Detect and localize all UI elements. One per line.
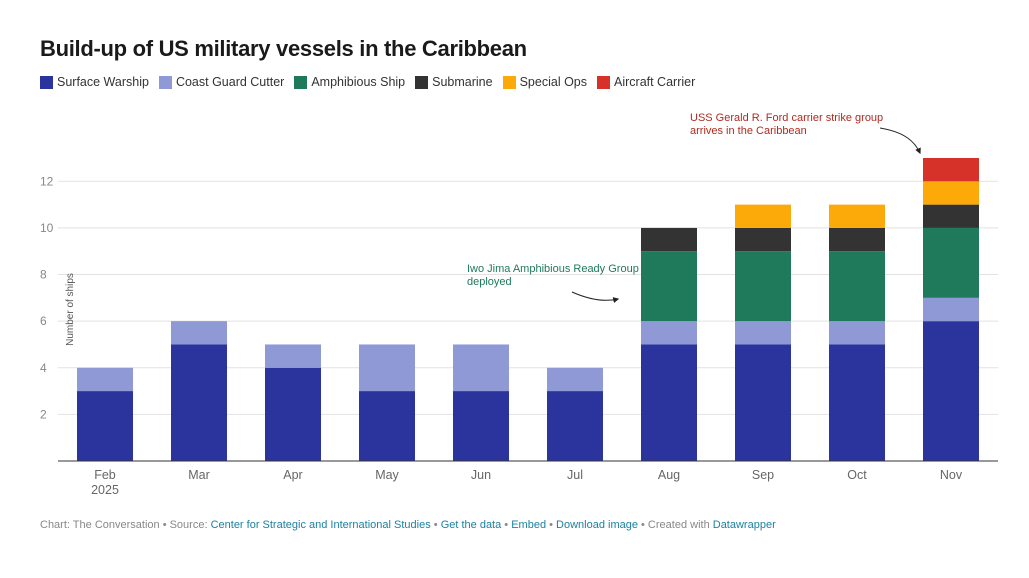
- x-tick-label: Nov: [940, 468, 963, 482]
- annotation-line: arrives in the Caribbean: [690, 125, 807, 137]
- bar-segment-coast-guard-cutter: [547, 367, 603, 392]
- bar-segment-surface-warship: [641, 344, 697, 461]
- footer-separator: •: [430, 519, 441, 531]
- bar-segment-surface-warship: [359, 391, 415, 461]
- embed-link[interactable]: Embed: [511, 519, 547, 531]
- bar-segment-coast-guard-cutter: [829, 321, 885, 345]
- bar-segment-surface-warship: [547, 391, 603, 461]
- bar-segment-submarine: [829, 227, 885, 252]
- bar-segment-surface-warship: [829, 344, 885, 461]
- bar-segment-submarine: [735, 227, 791, 252]
- legend-item-surface-warship: Surface Warship: [40, 75, 149, 89]
- chart-footer: Chart: The Conversation • Source: Center…: [40, 519, 776, 531]
- legend-swatch: [502, 75, 516, 89]
- legend-item-submarine: Submarine: [415, 75, 493, 89]
- chart-title: Build-up of US military vessels in the C…: [40, 36, 527, 61]
- footer-created-with: • Created with: [637, 519, 713, 531]
- bar-segment-coast-guard-cutter: [923, 297, 979, 322]
- datawrapper-link[interactable]: Datawrapper: [712, 519, 776, 531]
- bar-segment-coast-guard-cutter: [641, 321, 697, 345]
- legend-label: Aircraft Carrier: [614, 75, 696, 89]
- annotation-arrow: [571, 291, 620, 304]
- annotation-line: deployed: [467, 276, 512, 288]
- bar-segment-amphibious-ship: [923, 227, 979, 298]
- footer-separator: •: [546, 519, 557, 531]
- y-tick-label: 2: [40, 407, 47, 421]
- bar-segment-amphibious-ship: [829, 251, 885, 322]
- annotation-aug: Iwo Jima Amphibious Ready Group deployed: [467, 263, 639, 288]
- legend-item-aircraft-carrier: Aircraft Carrier: [597, 75, 695, 89]
- bar-segment-coast-guard-cutter: [359, 344, 415, 392]
- x-tick-label: Feb: [94, 468, 116, 482]
- bar-segment-special-ops: [923, 181, 979, 205]
- x-tick-label: Sep: [752, 468, 774, 482]
- bar-segment-special-ops: [829, 204, 885, 228]
- x-tick-label: Mar: [188, 468, 210, 482]
- bar-segment-submarine: [923, 204, 979, 228]
- y-tick-label: 6: [40, 314, 47, 328]
- y-tick-label: 10: [40, 221, 54, 235]
- y-tick-label: 8: [40, 268, 47, 282]
- x-tick-label: Oct: [847, 468, 867, 482]
- legend-swatch: [415, 75, 429, 89]
- legend-item-special-ops: Special Ops: [502, 75, 587, 89]
- annotation-line: Iwo Jima Amphibious Ready Group: [467, 263, 639, 275]
- chart-legend: Surface Warship Coast Guard Cutter Amphibi…: [40, 75, 705, 89]
- bar-segment-aircraft-carrier: [923, 158, 979, 182]
- bar-segment-surface-warship: [923, 321, 979, 461]
- bar-segment-surface-warship: [735, 344, 791, 461]
- legend-label: Submarine: [432, 75, 493, 89]
- bar-segment-coast-guard-cutter: [171, 321, 227, 345]
- x-tick-sublabel: 2025: [91, 483, 119, 497]
- legend-item-coast-guard-cutter: Coast Guard Cutter: [158, 75, 285, 89]
- x-tick-label: May: [375, 468, 399, 482]
- bar-segment-coast-guard-cutter: [77, 367, 133, 392]
- y-tick-label: 12: [40, 174, 54, 188]
- get-data-link[interactable]: Get the data: [440, 519, 502, 531]
- bar-segment-special-ops: [735, 204, 791, 228]
- legend-swatch: [158, 75, 172, 89]
- bar-segment-amphibious-ship: [735, 251, 791, 322]
- legend-label: Amphibious Ship: [311, 75, 406, 89]
- x-tick-label: Jun: [471, 468, 491, 482]
- bar-segment-submarine: [641, 227, 697, 252]
- annotation-nov: USS Gerald R. Ford carrier strike group a…: [690, 112, 883, 137]
- x-tick-label: Apr: [283, 468, 302, 482]
- download-image-link[interactable]: Download image: [556, 519, 638, 531]
- source-link[interactable]: Center for Strategic and International S…: [210, 519, 431, 531]
- footer-separator: •: [501, 519, 512, 531]
- bar-segment-surface-warship: [453, 391, 509, 461]
- bar-segment-surface-warship: [265, 367, 321, 461]
- legend-label: Coast Guard Cutter: [175, 75, 285, 89]
- bar-segment-coast-guard-cutter: [735, 321, 791, 345]
- annotation-line: USS Gerald R. Ford carrier strike group: [690, 112, 883, 124]
- bar-segment-coast-guard-cutter: [265, 344, 321, 368]
- x-tick-label: Jul: [567, 468, 583, 482]
- y-tick-label: 4: [40, 361, 47, 375]
- legend-item-amphibious-ship: Amphibious Ship: [294, 75, 405, 89]
- bar-segment-amphibious-ship: [641, 251, 697, 322]
- bar-segment-surface-warship: [171, 344, 227, 461]
- bar-segment-surface-warship: [77, 391, 133, 461]
- y-axis-title: Number of ships: [65, 273, 76, 346]
- x-tick-label: Aug: [658, 468, 680, 482]
- legend-label: Surface Warship: [57, 75, 149, 89]
- legend-label: Special Ops: [519, 75, 587, 89]
- annotation-arrow: [879, 127, 921, 155]
- legend-swatch: [597, 75, 610, 89]
- footer-credit: Chart: The Conversation • Source:: [40, 519, 211, 531]
- legend-swatch: [40, 75, 53, 89]
- bar-segment-coast-guard-cutter: [453, 344, 509, 392]
- legend-swatch: [294, 75, 308, 89]
